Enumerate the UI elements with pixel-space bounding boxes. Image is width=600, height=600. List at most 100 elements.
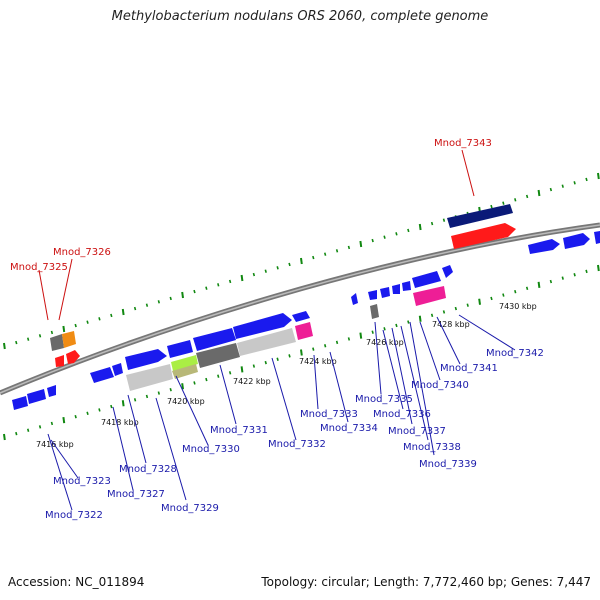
gene-block[interactable] bbox=[172, 364, 198, 379]
scale-tick bbox=[26, 428, 30, 432]
scale-tick-label: 7422 kbp bbox=[233, 377, 271, 386]
gene-block[interactable] bbox=[528, 239, 560, 254]
gene-block[interactable] bbox=[351, 293, 358, 305]
scale-tick bbox=[561, 184, 564, 188]
gene-block[interactable] bbox=[295, 322, 313, 340]
gene-block[interactable] bbox=[402, 281, 411, 291]
gene-label[interactable]: Mnod_7332 bbox=[268, 439, 326, 450]
gene-label[interactable]: Mnod_7341 bbox=[440, 363, 498, 374]
gene-label[interactable]: Mnod_7342 bbox=[486, 348, 544, 359]
gene-mnod-7325[interactable] bbox=[55, 355, 64, 367]
scale-tick bbox=[276, 266, 279, 270]
scale-tick bbox=[133, 306, 137, 311]
scale-tick bbox=[442, 218, 446, 222]
scale-tick bbox=[312, 255, 315, 260]
scale-tick bbox=[181, 291, 184, 299]
scale-tick bbox=[276, 357, 279, 361]
gene-label[interactable]: Mnod_7333 bbox=[300, 409, 358, 420]
scale-tick bbox=[525, 286, 529, 290]
genome-summary-text: Topology: circular; Length: 7,772,460 bp… bbox=[261, 575, 591, 589]
gene-label[interactable]: Mnod_7327 bbox=[107, 489, 165, 500]
gene-mnod-7325b[interactable] bbox=[66, 350, 80, 364]
scale-tick bbox=[205, 377, 208, 382]
gene-mnod-7343-red[interactable] bbox=[451, 223, 516, 249]
scale-tick bbox=[74, 323, 77, 328]
gene-block[interactable] bbox=[237, 328, 296, 356]
scale-tick bbox=[502, 201, 505, 205]
scale-tick bbox=[252, 272, 256, 277]
gene-label[interactable]: Mnod_7325 bbox=[10, 262, 68, 273]
gene-block[interactable] bbox=[167, 340, 193, 358]
gene-label[interactable]: Mnod_7328 bbox=[119, 464, 177, 475]
scale-tick bbox=[264, 360, 267, 365]
callout-lines bbox=[47, 314, 516, 511]
scale-tick-label: 7430 kbp bbox=[499, 302, 537, 311]
scale-tick bbox=[228, 279, 232, 284]
gene-label[interactable]: Mnod_7343 bbox=[434, 138, 492, 149]
gene-block[interactable] bbox=[292, 311, 310, 322]
gene-block[interactable] bbox=[90, 367, 114, 383]
gene-block[interactable] bbox=[126, 364, 173, 391]
scale-tick bbox=[359, 240, 363, 248]
gene-labels: Mnod_7343 Mnod_7326 Mnod_7325 Mnod_7342 … bbox=[10, 138, 544, 521]
gene-block[interactable] bbox=[594, 231, 600, 244]
gene-block[interactable] bbox=[370, 304, 379, 319]
reverse-strand-genes bbox=[50, 286, 446, 391]
gene-label[interactable]: Mnod_7336 bbox=[373, 409, 431, 420]
gene-label[interactable]: Mnod_7323 bbox=[53, 476, 111, 487]
gene-label[interactable]: Mnod_7322 bbox=[45, 510, 103, 521]
gene-block[interactable] bbox=[368, 290, 377, 300]
gene-label[interactable]: Mnod_7330 bbox=[182, 444, 240, 455]
gene-mnod-7326b[interactable] bbox=[62, 331, 76, 348]
gene-label[interactable]: Mnod_7329 bbox=[161, 503, 219, 514]
gene-block[interactable] bbox=[413, 286, 446, 306]
scale-tick bbox=[490, 296, 493, 301]
scale-tick bbox=[240, 274, 244, 282]
gene-block[interactable] bbox=[171, 355, 198, 371]
gene-block[interactable] bbox=[563, 233, 590, 249]
scale-tick bbox=[15, 340, 18, 345]
gene-label[interactable]: Mnod_7337 bbox=[388, 426, 446, 437]
gene-block[interactable] bbox=[196, 343, 240, 368]
scale-tick bbox=[217, 283, 220, 287]
gene-block[interactable] bbox=[12, 396, 28, 410]
scale-tick bbox=[335, 340, 339, 345]
scale-tick bbox=[585, 269, 588, 274]
scale-tick bbox=[50, 330, 54, 335]
gene-mnod-7343-navy[interactable] bbox=[447, 204, 513, 228]
gene-block[interactable] bbox=[112, 363, 123, 376]
gene-block[interactable] bbox=[412, 271, 441, 288]
gene-block[interactable] bbox=[392, 284, 400, 294]
gene-block[interactable] bbox=[27, 389, 46, 404]
scale-tick-label: 7416 kbp bbox=[36, 440, 74, 449]
scale-tick bbox=[38, 425, 42, 429]
gene-label[interactable]: Mnod_7331 bbox=[210, 425, 268, 436]
scale-tick bbox=[205, 286, 208, 290]
gene-label[interactable]: Mnod_7335 bbox=[355, 394, 413, 405]
scale-tick bbox=[240, 366, 244, 373]
scale-tick bbox=[573, 181, 576, 185]
gene-mnod-7326[interactable] bbox=[50, 334, 64, 351]
gene-label[interactable]: Mnod_7326 bbox=[53, 247, 111, 258]
outer-tick-line bbox=[3, 172, 600, 350]
scale-tick-label: 7420 kbp bbox=[167, 397, 205, 406]
gene-block[interactable] bbox=[380, 287, 390, 298]
scale-tick bbox=[288, 262, 291, 267]
gene-block[interactable] bbox=[233, 313, 292, 339]
scale-tick bbox=[371, 238, 374, 243]
gene-label[interactable]: Mnod_7338 bbox=[403, 442, 461, 453]
gene-label[interactable]: Mnod_7339 bbox=[419, 459, 477, 470]
gene-block[interactable] bbox=[193, 328, 236, 351]
scale-tick bbox=[371, 330, 374, 334]
scale-tick bbox=[193, 289, 196, 294]
gene-label[interactable]: Mnod_7340 bbox=[411, 380, 469, 391]
scale-tick bbox=[514, 198, 517, 202]
gene-block[interactable] bbox=[47, 385, 56, 397]
scale-tick bbox=[62, 325, 66, 333]
scale-tick bbox=[74, 415, 77, 419]
gene-block[interactable] bbox=[125, 349, 167, 370]
gene-block[interactable] bbox=[442, 265, 453, 278]
gene-label[interactable]: Mnod_7334 bbox=[320, 423, 378, 434]
callout-lines-red bbox=[38, 149, 475, 321]
